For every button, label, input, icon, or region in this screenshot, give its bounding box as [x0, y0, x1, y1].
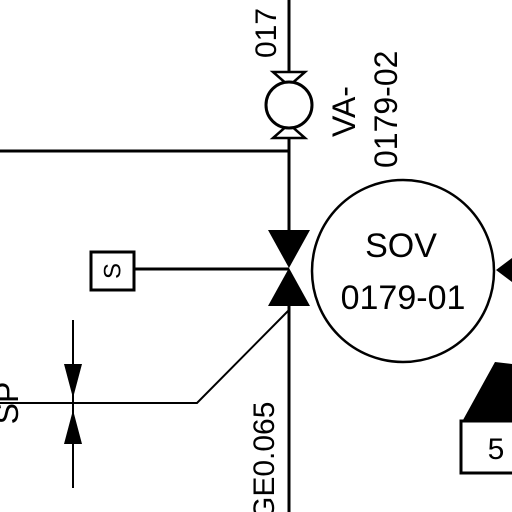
line-number-text-top: 017	[250, 8, 283, 58]
valve-tag-line2: 0179-02	[368, 51, 404, 168]
sov-bubble-line1: SOV	[365, 227, 437, 265]
valve-tag-line1: VA-	[326, 86, 362, 137]
solenoid-box	[89, 250, 136, 292]
setpoint-dimension-arrows	[64, 320, 82, 488]
ball-valve-icon	[264, 70, 314, 140]
solenoid-box-label: S	[100, 263, 127, 279]
line-number-text-bottom: GE0.065	[248, 402, 281, 512]
leader-line	[0, 309, 290, 404]
number-box-label: 5	[488, 433, 505, 466]
black-triangle-icon	[463, 362, 512, 420]
solenoid-valve-icon	[268, 230, 310, 306]
sov-instrument-bubble	[310, 178, 496, 364]
number-box	[459, 419, 512, 475]
sov-bubble-line2: 0179-01	[341, 279, 466, 317]
signal-arrow-icon	[496, 258, 512, 282]
setpoint-label: SP	[0, 382, 25, 425]
